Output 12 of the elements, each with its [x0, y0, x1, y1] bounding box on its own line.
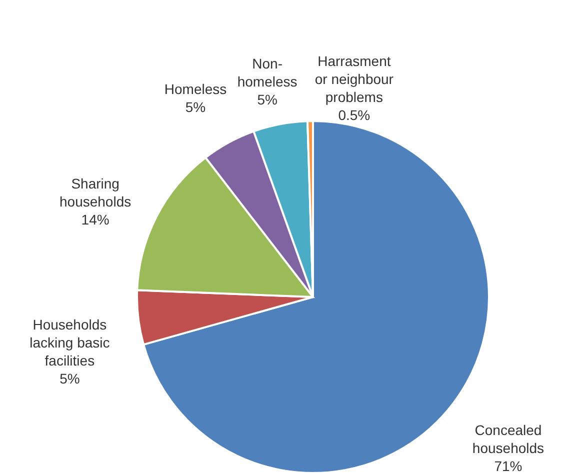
slice-label: Homeless [164, 81, 227, 98]
slice-label: Households lacking basic facilities [30, 316, 110, 369]
data-label: 14% [81, 212, 110, 228]
slice-label: Concealed households [472, 422, 544, 456]
data-label: 5% [185, 99, 206, 116]
data-label: 5% [60, 370, 80, 387]
slice-label: Harrasment or neighbour problems [314, 53, 394, 106]
slice-label: Sharing households [60, 176, 132, 210]
data-label: 0.5% [338, 107, 370, 124]
data-label: 5% [257, 91, 278, 108]
slice-label: Non- homeless [237, 55, 298, 90]
data-label: 71% [494, 458, 522, 473]
